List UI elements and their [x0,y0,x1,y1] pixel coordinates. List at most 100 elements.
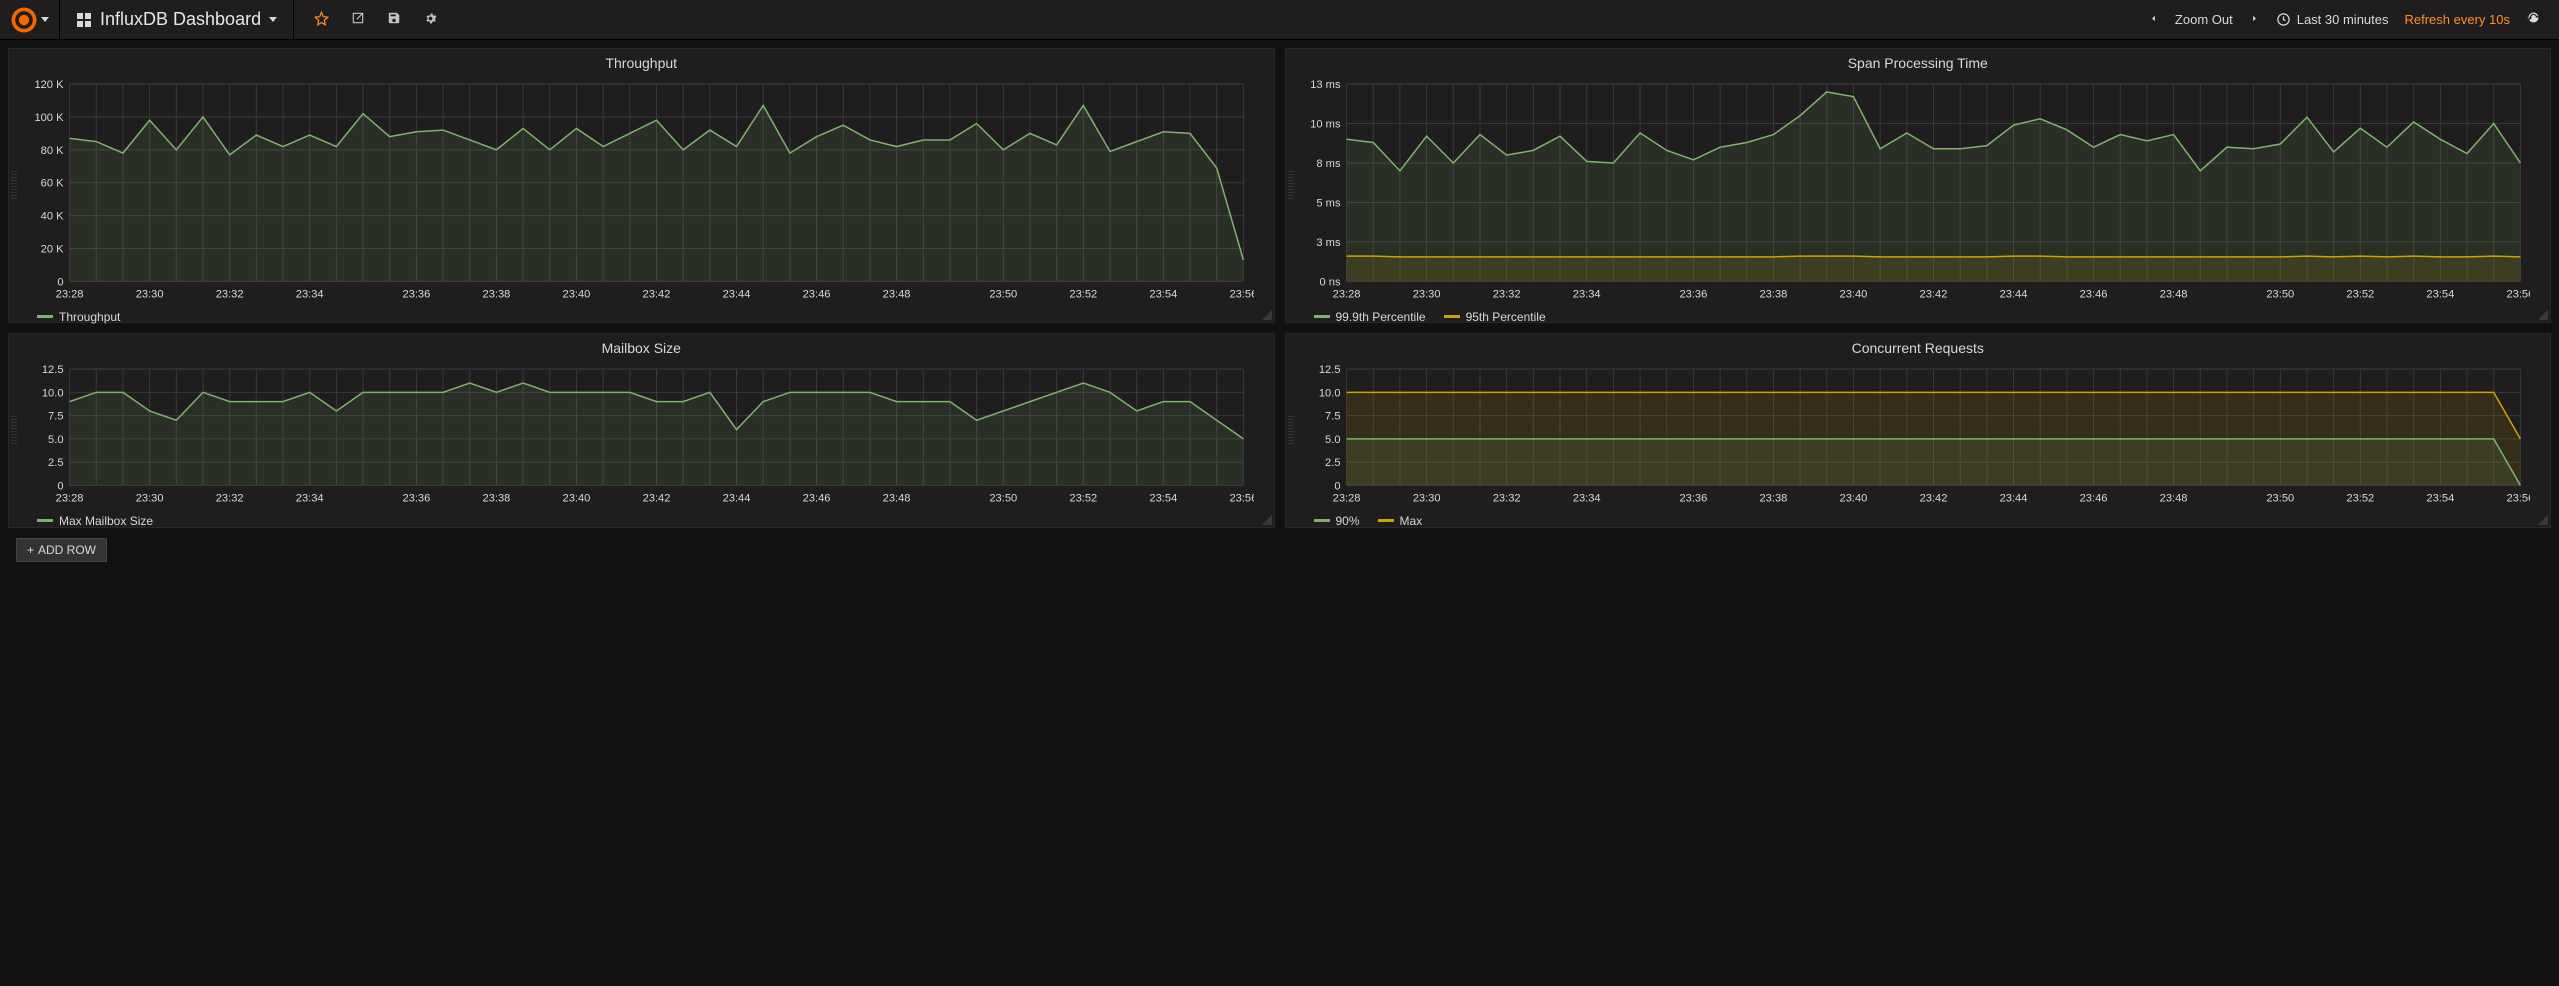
legend: 99.9th Percentile 95th Percentile [1286,306,2551,330]
legend-item[interactable]: Max [1378,514,1423,528]
svg-text:23:42: 23:42 [643,493,671,505]
panel-mailbox-size[interactable]: Mailbox Size02.55.07.510.012.523:2823:30… [8,333,1275,528]
svg-text:60 K: 60 K [41,178,64,190]
svg-text:23:38: 23:38 [483,493,511,505]
chart-area: 02.55.07.510.012.523:2823:3023:3223:3423… [9,360,1274,510]
svg-text:2.5: 2.5 [48,457,63,469]
svg-text:23:34: 23:34 [296,289,324,301]
svg-text:23:48: 23:48 [2159,493,2187,505]
svg-text:5.0: 5.0 [48,434,63,446]
panel-concurrent-requests[interactable]: Concurrent Requests02.55.07.510.012.523:… [1285,333,2552,528]
svg-text:23:46: 23:46 [803,493,831,505]
toolbar-icons [294,11,458,29]
svg-text:7.5: 7.5 [48,411,63,423]
svg-text:0: 0 [57,480,63,492]
svg-text:23:48: 23:48 [883,289,911,301]
dashboard-picker[interactable]: InfluxDB Dashboard [60,0,294,39]
svg-text:23:42: 23:42 [1919,289,1947,301]
svg-text:0 ns: 0 ns [1319,276,1340,288]
svg-text:23:44: 23:44 [723,493,751,505]
svg-text:23:56: 23:56 [2506,289,2530,301]
refresh-interval[interactable]: Refresh every 10s [2405,12,2511,27]
dashboard-grid-icon [76,12,92,28]
svg-text:23:52: 23:52 [2346,493,2374,505]
legend-label: 95th Percentile [1466,310,1546,324]
svg-text:10.0: 10.0 [42,387,64,399]
svg-text:23:54: 23:54 [1149,493,1177,505]
legend-item[interactable]: 90% [1314,514,1360,528]
svg-text:23:40: 23:40 [1839,289,1867,301]
grafana-logo[interactable] [0,0,60,40]
svg-text:23:38: 23:38 [1759,289,1787,301]
resize-handle[interactable] [2538,515,2548,525]
drag-handle[interactable] [1288,416,1294,446]
legend-item[interactable]: 99.9th Percentile [1314,310,1426,324]
svg-text:40 K: 40 K [41,211,64,223]
refresh-icon[interactable] [2526,10,2541,30]
resize-handle[interactable] [1262,515,1272,525]
zoom-out-button[interactable]: Zoom Out [2175,12,2233,27]
svg-text:12.5: 12.5 [42,364,64,376]
time-forward-icon[interactable] [2249,11,2260,29]
dashboard-title: InfluxDB Dashboard [100,9,261,30]
drag-handle[interactable] [1288,171,1294,201]
svg-text:23:44: 23:44 [1999,289,2027,301]
svg-text:23:46: 23:46 [2079,493,2107,505]
legend-item[interactable]: 95th Percentile [1444,310,1546,324]
svg-text:23:28: 23:28 [56,289,84,301]
chart-area: 020 K40 K60 K80 K100 K120 K23:2823:3023:… [9,75,1274,306]
svg-text:0: 0 [1334,480,1340,492]
plus-icon: + [27,543,34,557]
drag-handle[interactable] [11,416,17,446]
svg-text:23:54: 23:54 [1149,289,1177,301]
legend-item[interactable]: Throughput [37,310,120,324]
resize-handle[interactable] [1262,310,1272,320]
panel-title: Span Processing Time [1286,49,2551,75]
svg-text:23:32: 23:32 [216,493,244,505]
star-icon[interactable] [314,11,329,29]
time-back-icon[interactable] [2148,11,2159,29]
add-row-button[interactable]: + ADD ROW [16,538,107,562]
svg-text:23:28: 23:28 [56,493,84,505]
svg-text:23:50: 23:50 [989,289,1017,301]
svg-text:23:34: 23:34 [1572,493,1600,505]
svg-text:23:40: 23:40 [563,289,591,301]
legend-swatch [1444,315,1460,318]
svg-text:23:50: 23:50 [989,493,1017,505]
time-picker[interactable]: Last 30 minutes [2276,12,2389,27]
svg-text:5 ms: 5 ms [1316,197,1341,209]
svg-text:23:30: 23:30 [136,289,164,301]
legend-swatch [37,315,53,318]
logo-caret-icon [41,17,49,22]
svg-text:23:28: 23:28 [1332,289,1360,301]
svg-text:23:30: 23:30 [136,493,164,505]
row-2: Mailbox Size02.55.07.510.012.523:2823:30… [8,333,2551,528]
svg-text:8 ms: 8 ms [1316,158,1341,170]
panel-title: Throughput [9,49,1274,75]
save-icon[interactable] [387,11,401,28]
svg-text:23:36: 23:36 [1679,289,1707,301]
panel-throughput[interactable]: Throughput020 K40 K60 K80 K100 K120 K23:… [8,48,1275,323]
svg-text:23:38: 23:38 [483,289,511,301]
legend-item[interactable]: Max Mailbox Size [37,514,153,528]
gear-icon[interactable] [423,11,438,29]
svg-text:3 ms: 3 ms [1316,237,1341,249]
clock-icon [2276,12,2291,27]
time-range-label: Last 30 minutes [2297,12,2389,27]
svg-text:10 ms: 10 ms [1310,119,1341,131]
panel-title: Concurrent Requests [1286,334,2551,360]
svg-text:23:48: 23:48 [2159,289,2187,301]
legend-swatch [37,519,53,522]
drag-handle[interactable] [11,171,17,201]
svg-text:23:40: 23:40 [1839,493,1867,505]
legend-label: Max [1400,514,1423,528]
svg-text:23:38: 23:38 [1759,493,1787,505]
share-icon[interactable] [351,11,365,28]
dashboard-body: Throughput020 K40 K60 K80 K100 K120 K23:… [0,40,2559,570]
legend-label: 90% [1336,514,1360,528]
svg-text:0: 0 [57,276,63,288]
svg-text:23:44: 23:44 [1999,493,2027,505]
resize-handle[interactable] [2538,310,2548,320]
panel-span-processing-time[interactable]: Span Processing Time 0 ns 3 ms 5 ms 8 ms 10 m… [1285,48,2552,323]
svg-text:12.5: 12.5 [1318,364,1340,376]
